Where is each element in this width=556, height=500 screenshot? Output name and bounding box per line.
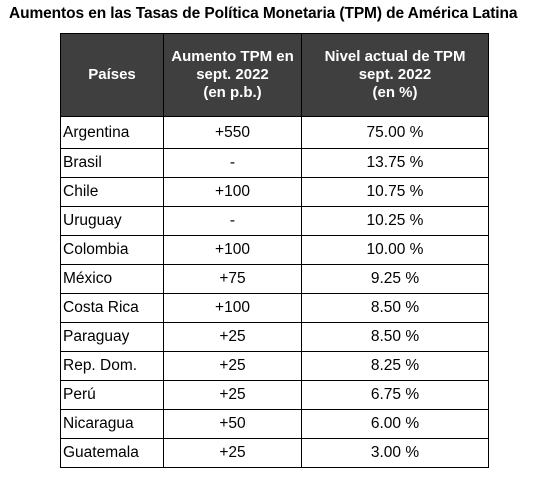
header-current-line: (en %): [372, 84, 418, 101]
table-header-row: Países Aumento TPM en sept. 2022 (en p.b…: [60, 33, 489, 117]
increase-cell: +100: [163, 177, 302, 207]
current-rate-cell: 8.50 %: [301, 322, 489, 352]
increase-cell: +25: [163, 351, 302, 381]
tpm-table: Países Aumento TPM en sept. 2022 (en p.b…: [60, 33, 489, 468]
current-rate-cell: 13.75 %: [301, 148, 489, 178]
increase-cell: +550: [163, 116, 302, 149]
country-cell: Brasil: [60, 148, 164, 178]
table-row: Nicaragua +50 6.00 %: [60, 409, 489, 439]
header-increase: Aumento TPM en sept. 2022 (en p.b.): [163, 33, 302, 117]
country-cell: Perú: [60, 380, 164, 410]
table-row: Chile +100 10.75 %: [60, 177, 489, 207]
increase-cell: +75: [163, 264, 302, 294]
page-title: Aumentos en las Tasas de Política Moneta…: [9, 5, 518, 22]
table-row: Costa Rica +100 8.50 %: [60, 293, 489, 323]
header-increase-line: Aumento TPM en: [171, 48, 294, 65]
header-increase-line: sept. 2022: [196, 66, 269, 83]
increase-cell: -: [163, 206, 302, 236]
header-current-line: Nivel actual de TPM: [324, 48, 466, 65]
header-country: Países: [60, 33, 164, 117]
country-cell: México: [60, 264, 164, 294]
increase-cell: +25: [163, 380, 302, 410]
current-rate-cell: 10.25 %: [301, 206, 489, 236]
header-increase-line: (en p.b.): [203, 84, 262, 101]
increase-cell: +100: [163, 293, 302, 323]
country-cell: Costa Rica: [60, 293, 164, 323]
increase-cell: +50: [163, 409, 302, 439]
header-current-line: sept. 2022: [358, 66, 432, 83]
table-row: Brasil - 13.75 %: [60, 148, 489, 178]
table-row: Argentina +550 75.00 %: [60, 116, 489, 149]
current-rate-cell: 8.50 %: [301, 293, 489, 323]
current-rate-cell: 10.75 %: [301, 177, 489, 207]
table-row: Colombia +100 10.00 %: [60, 235, 489, 265]
table-row: Uruguay - 10.25 %: [60, 206, 489, 236]
current-rate-cell: 6.75 %: [301, 380, 489, 410]
table-row: Rep. Dom. +25 8.25 %: [60, 351, 489, 381]
country-cell: Nicaragua: [60, 409, 164, 439]
current-rate-cell: 75.00 %: [301, 116, 489, 149]
current-rate-cell: 6.00 %: [301, 409, 489, 439]
country-cell: Uruguay: [60, 206, 164, 236]
current-rate-cell: 8.25 %: [301, 351, 489, 381]
increase-cell: -: [163, 148, 302, 178]
table-row: Perú +25 6.75 %: [60, 380, 489, 410]
increase-cell: +25: [163, 438, 302, 468]
increase-cell: +100: [163, 235, 302, 265]
table-row: Guatemala +25 3.00 %: [60, 438, 489, 468]
country-cell: Argentina: [60, 116, 164, 149]
current-rate-cell: 9.25 %: [301, 264, 489, 294]
header-current: Nivel actual de TPM sept. 2022 (en %): [301, 33, 489, 117]
country-cell: Paraguay: [60, 322, 164, 352]
table-row: Paraguay +25 8.50 %: [60, 322, 489, 352]
header-country-label: Países: [88, 66, 136, 83]
country-cell: Rep. Dom.: [60, 351, 164, 381]
country-cell: Chile: [60, 177, 164, 207]
table-row: México +75 9.25 %: [60, 264, 489, 294]
country-cell: Colombia: [60, 235, 164, 265]
increase-cell: +25: [163, 322, 302, 352]
current-rate-cell: 10.00 %: [301, 235, 489, 265]
country-cell: Guatemala: [60, 438, 164, 468]
current-rate-cell: 3.00 %: [301, 438, 489, 468]
